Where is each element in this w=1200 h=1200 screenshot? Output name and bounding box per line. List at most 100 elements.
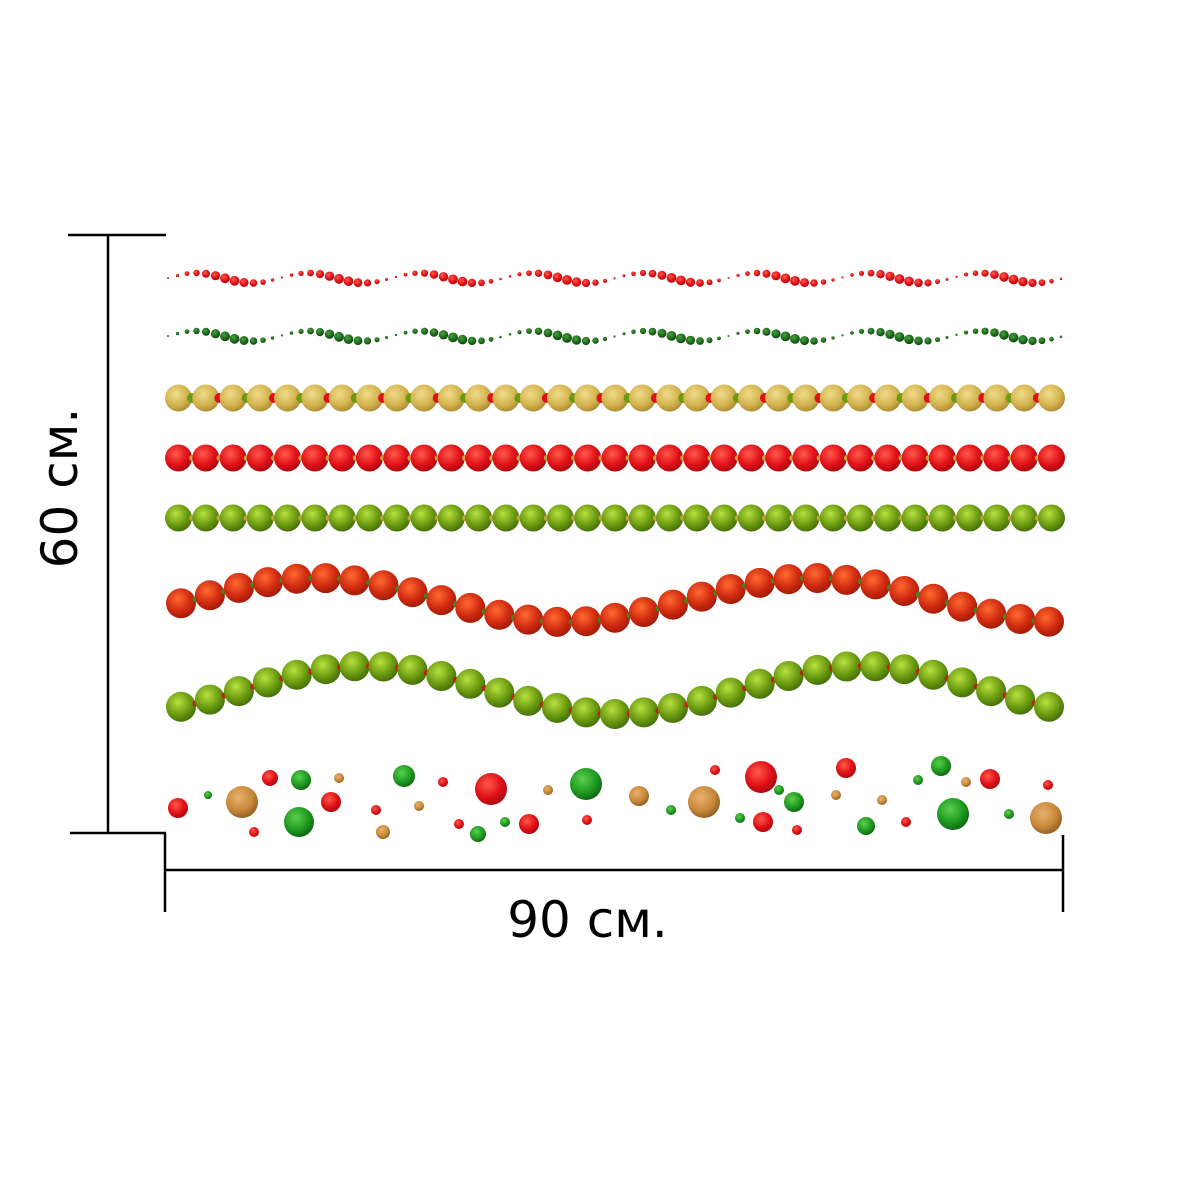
bead: [914, 336, 923, 346]
confetti-dots: [168, 756, 1062, 842]
bead: [526, 328, 532, 334]
bead: [165, 444, 192, 472]
confetti-dot: [1004, 809, 1014, 819]
bead: [328, 444, 356, 472]
confetti-dot: [753, 812, 773, 832]
bead: [945, 335, 949, 339]
bead: [513, 604, 544, 635]
confetti-dot: [454, 819, 464, 829]
bead: [315, 328, 325, 337]
green-dotted-wave-garland: [167, 327, 1063, 346]
bead: [229, 275, 240, 286]
bead: [631, 329, 636, 335]
bead: [628, 384, 656, 412]
confetti-dot: [262, 770, 278, 786]
bead: [289, 273, 294, 277]
bead: [683, 384, 711, 412]
bead: [753, 327, 761, 335]
bead: [715, 677, 746, 708]
bead: [192, 384, 220, 412]
bead: [363, 279, 372, 287]
bead: [465, 384, 493, 412]
bead: [935, 337, 940, 343]
green-wavy-bead-garland: [166, 651, 1064, 729]
bead: [246, 384, 274, 412]
bead: [448, 332, 458, 343]
bead: [657, 589, 688, 620]
confetti-dot: [980, 769, 1000, 789]
bead: [339, 651, 370, 682]
confetti-dot: [784, 792, 804, 812]
bead: [765, 444, 793, 472]
bead: [737, 504, 765, 532]
bead: [1038, 384, 1065, 412]
bead: [383, 504, 411, 532]
bead: [983, 444, 1011, 472]
bead: [1049, 278, 1054, 284]
bead: [301, 444, 329, 472]
bead: [841, 334, 844, 337]
bead: [945, 277, 949, 281]
bead: [420, 269, 429, 277]
bead: [334, 273, 344, 284]
bead: [274, 384, 302, 412]
bead: [383, 384, 411, 412]
bead: [356, 444, 383, 472]
bead: [1038, 337, 1046, 345]
bead: [831, 278, 835, 282]
bead: [193, 327, 200, 335]
confetti-dot: [857, 817, 875, 835]
bead: [508, 275, 512, 278]
bead: [1034, 691, 1064, 722]
bead: [492, 504, 520, 532]
bead: [438, 272, 449, 282]
bead: [467, 336, 477, 346]
bead: [374, 279, 380, 285]
bead: [192, 504, 220, 532]
bead: [478, 279, 485, 287]
bead: [165, 384, 192, 412]
bead: [810, 337, 818, 345]
bead: [860, 651, 891, 682]
bead: [972, 270, 979, 277]
bead: [976, 598, 1007, 629]
bead: [999, 330, 1009, 340]
bead: [885, 329, 895, 339]
bead: [223, 572, 254, 603]
bead: [1038, 504, 1065, 532]
bead: [368, 570, 399, 601]
bead: [429, 328, 439, 337]
bead: [1049, 336, 1054, 342]
bead: [465, 444, 493, 472]
bead: [736, 331, 740, 335]
bead: [858, 270, 865, 276]
bead: [737, 384, 765, 412]
confetti-dot: [291, 770, 311, 790]
confetti-dot: [470, 826, 486, 842]
bead: [184, 329, 190, 334]
bead: [492, 384, 520, 412]
bead: [628, 697, 659, 728]
bead: [622, 274, 626, 278]
bead: [874, 504, 902, 532]
red-bead-garland: [165, 444, 1065, 472]
bead: [918, 583, 949, 614]
bead: [744, 567, 775, 598]
bead: [546, 384, 574, 412]
bead: [885, 271, 895, 281]
bead: [488, 336, 494, 342]
bead: [455, 592, 486, 623]
bead: [924, 337, 932, 345]
bead: [270, 336, 275, 340]
bead: [1010, 444, 1038, 472]
bead: [976, 676, 1007, 707]
bead: [166, 691, 196, 722]
green-bead-garland: [165, 504, 1065, 532]
confetti-dot: [629, 786, 649, 806]
confetti-dot: [1043, 780, 1053, 790]
bead: [867, 269, 875, 277]
bead: [546, 444, 574, 472]
bead: [368, 651, 399, 682]
bead: [847, 504, 874, 532]
confetti-dot: [284, 807, 314, 837]
